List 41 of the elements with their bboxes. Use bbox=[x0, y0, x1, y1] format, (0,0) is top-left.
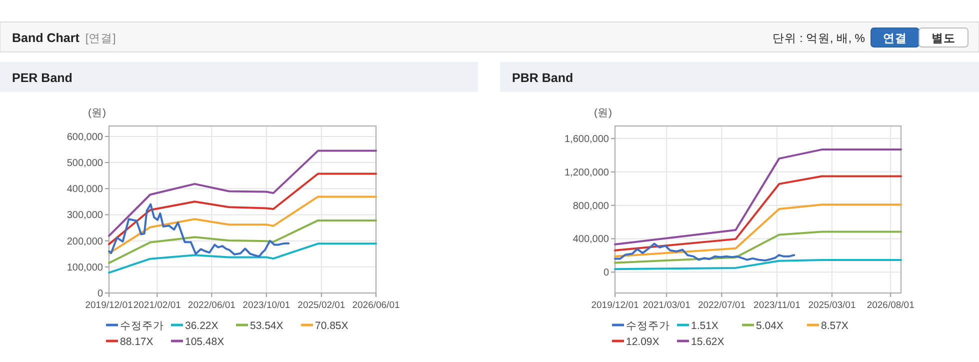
legend-label: 수정주가 bbox=[120, 320, 164, 332]
header: Band Chart [연결] 단위 : 억원, 배, % 연결 별도 bbox=[0, 22, 979, 52]
y-tick-label: 100,000 bbox=[66, 262, 104, 274]
legend-label: 15.62X bbox=[691, 336, 724, 348]
y-tick-label: 200,000 bbox=[66, 236, 104, 248]
y-tick-label: 800,000 bbox=[572, 200, 610, 212]
y-tick-label: 400,000 bbox=[572, 234, 610, 246]
x-tick-label: 2025/03/01 bbox=[808, 300, 856, 311]
x-tick-label: 2022/07/01 bbox=[698, 300, 746, 311]
x-tick-label: 2023/10/01 bbox=[242, 300, 290, 311]
x-tick-label: 2025/02/01 bbox=[298, 300, 346, 311]
x-tick-label: 2019/12/01 bbox=[591, 300, 639, 311]
y-tick-label: 0 bbox=[603, 268, 610, 279]
x-tick-label: 2021/03/01 bbox=[642, 300, 690, 311]
y-axis-title: (원) bbox=[88, 107, 106, 119]
y-tick-label: 300,000 bbox=[66, 210, 104, 222]
y-tick-label: 1,600,000 bbox=[564, 134, 610, 146]
legend-label: 53.54X bbox=[250, 320, 284, 332]
x-tick-label: 2026/06/01 bbox=[352, 300, 400, 311]
y-tick-label: 600,000 bbox=[66, 132, 104, 143]
y-tick-label: 400,000 bbox=[66, 184, 104, 196]
legend-label: 1.51X bbox=[691, 320, 718, 332]
chart-title: PER Band bbox=[12, 71, 72, 85]
y-tick-label: 0 bbox=[97, 288, 104, 300]
y-tick-label: 1,200,000 bbox=[564, 167, 610, 178]
legend-label: 88.17X bbox=[120, 336, 154, 348]
x-tick-label: 2023/11/01 bbox=[754, 300, 800, 311]
y-axis-title: (원) bbox=[594, 107, 612, 119]
legend-label: 105.48X bbox=[185, 336, 224, 348]
legend-label: 12.09X bbox=[626, 336, 660, 348]
legend-label: 8.57X bbox=[821, 320, 848, 332]
chart-title: PBR Band bbox=[512, 71, 574, 85]
x-tick-label: 2021/02/01 bbox=[133, 300, 181, 311]
x-tick-label: 2022/06/01 bbox=[188, 300, 236, 311]
y-tick-label: 500,000 bbox=[66, 158, 104, 170]
legend-label: 5.04X bbox=[756, 320, 784, 332]
x-tick-label: 2019/12/01 bbox=[85, 300, 133, 311]
legend-label: 70.85X bbox=[315, 320, 348, 332]
x-tick-label: 2026/08/01 bbox=[866, 300, 914, 311]
legend-label: 수정주가 bbox=[626, 320, 670, 332]
legend-label: 36.22X bbox=[185, 320, 218, 332]
